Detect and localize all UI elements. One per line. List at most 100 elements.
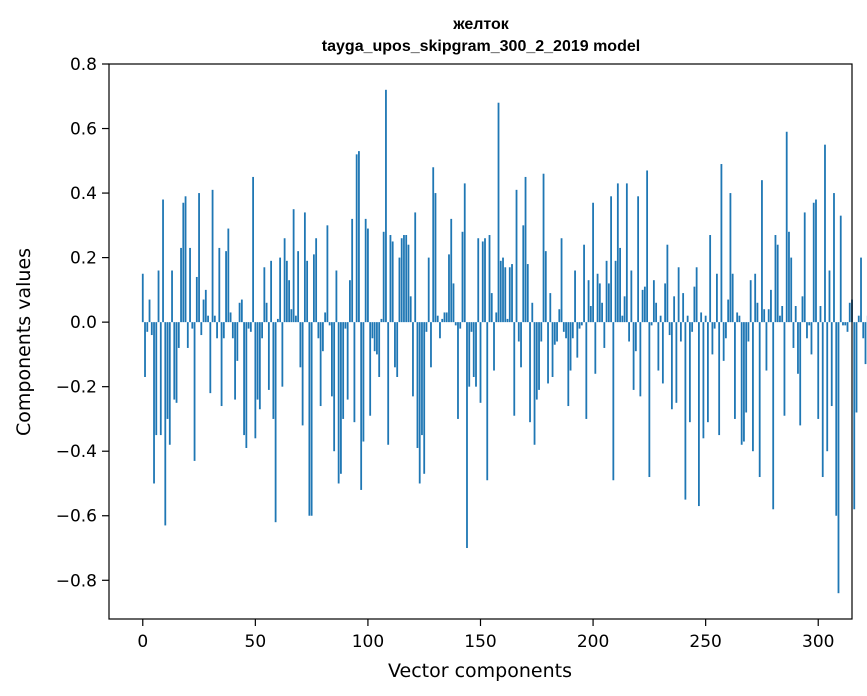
bar — [540, 322, 543, 342]
bar — [783, 322, 786, 416]
bar — [749, 280, 752, 323]
bar — [407, 244, 410, 323]
bar — [378, 322, 381, 377]
bar — [231, 322, 234, 339]
bar — [200, 322, 203, 336]
y-tick-label: −0.6 — [56, 507, 97, 527]
bar — [607, 283, 610, 323]
bar — [243, 322, 245, 436]
bar — [603, 322, 606, 348]
bar — [569, 322, 572, 371]
bar — [238, 302, 241, 323]
x-tick-label: 200 — [577, 632, 609, 652]
bar — [860, 257, 862, 323]
bar — [837, 322, 840, 594]
bar — [371, 322, 374, 339]
bar — [495, 312, 498, 323]
bar — [258, 322, 261, 410]
bar — [772, 322, 775, 510]
bar — [432, 167, 435, 323]
bar — [794, 306, 797, 323]
bar — [391, 241, 394, 323]
bar — [477, 238, 480, 323]
bar — [452, 283, 455, 323]
bar — [691, 322, 694, 332]
bar — [686, 315, 689, 323]
bar — [727, 299, 730, 323]
bar — [461, 231, 464, 323]
bar — [835, 322, 838, 516]
bar — [486, 322, 489, 481]
bar — [634, 322, 637, 352]
bar — [220, 322, 223, 407]
bar — [344, 322, 347, 329]
bar — [513, 322, 516, 416]
bar — [457, 322, 459, 419]
bar — [321, 322, 324, 352]
bar — [290, 309, 293, 323]
bar — [267, 322, 270, 390]
bar — [400, 238, 403, 323]
bar — [312, 254, 315, 323]
bar — [522, 225, 525, 323]
bar — [648, 322, 651, 478]
bar — [405, 235, 408, 323]
bar — [225, 251, 227, 323]
bar — [565, 322, 567, 339]
bar — [436, 315, 439, 323]
bar — [369, 322, 372, 416]
bar — [272, 322, 275, 419]
bar — [830, 322, 833, 407]
bar — [556, 322, 558, 342]
bar — [848, 302, 851, 323]
bar — [159, 322, 162, 436]
bar — [306, 260, 309, 323]
bar — [677, 267, 680, 323]
bar — [524, 176, 527, 323]
bar — [776, 244, 779, 323]
bar — [252, 176, 254, 323]
bar — [538, 322, 540, 390]
bar — [454, 322, 457, 326]
x-axis: 0 50 100 150 200 250 300 — [137, 619, 834, 652]
bar — [409, 296, 412, 323]
bar — [718, 322, 721, 436]
x-tick-label: 150 — [464, 632, 496, 652]
bar — [763, 309, 766, 323]
bar — [646, 170, 649, 323]
chart-title: желток — [452, 16, 510, 33]
bar — [493, 322, 495, 371]
bar — [698, 322, 700, 507]
bar — [240, 299, 243, 323]
bar — [450, 218, 453, 323]
bar — [808, 322, 811, 326]
bar — [520, 322, 522, 368]
bar — [625, 183, 628, 323]
bar — [265, 302, 268, 323]
bar — [315, 238, 318, 323]
bar — [146, 322, 149, 332]
bar — [761, 180, 763, 323]
x-axis-label: Vector components — [388, 660, 572, 682]
bar — [817, 322, 820, 419]
bar — [657, 322, 660, 371]
bar — [511, 264, 513, 323]
y-tick-label: 0.8 — [70, 55, 97, 75]
bar — [499, 260, 502, 323]
bar — [688, 322, 691, 423]
bar — [385, 89, 387, 323]
bar — [652, 280, 655, 323]
bar — [281, 322, 284, 387]
bar — [229, 312, 232, 323]
bar — [430, 322, 432, 368]
bar — [729, 193, 732, 323]
bar — [340, 322, 342, 474]
bar — [684, 322, 687, 500]
bar — [643, 286, 646, 323]
bar — [283, 238, 286, 323]
bar — [256, 322, 259, 400]
bar — [396, 322, 399, 377]
bar — [171, 270, 173, 323]
bar — [191, 322, 194, 329]
bar — [326, 225, 329, 323]
